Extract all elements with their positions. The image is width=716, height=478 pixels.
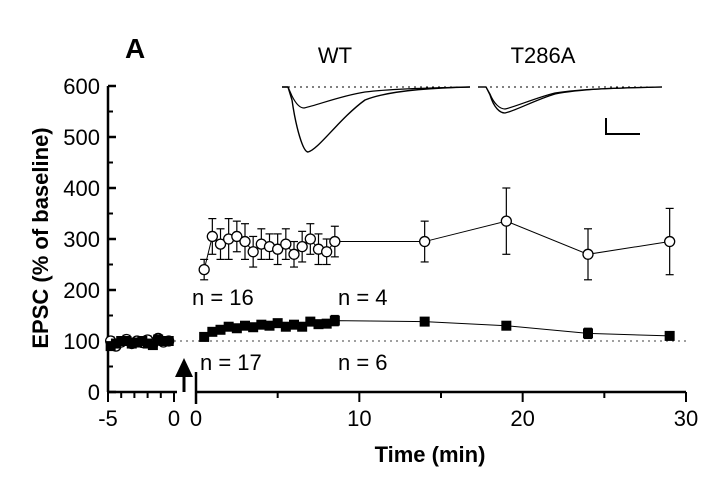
data-point-circle: [272, 243, 284, 255]
data-point-circle: [231, 230, 243, 243]
data-point-circle: [304, 233, 316, 245]
ticks: [107, 84, 687, 402]
data-point-square: [142, 338, 153, 349]
y-tick-label: 200: [63, 278, 100, 303]
data-point-square: [116, 336, 127, 346]
y-tick-label: 400: [63, 176, 100, 201]
inset-wt-trace-before: [282, 86, 471, 109]
data-point-square: [501, 320, 512, 331]
data-point-square: [121, 336, 132, 346]
x-tick-label: 20: [510, 406, 534, 431]
y-tick-label: 600: [63, 74, 100, 99]
axes: [106, 86, 686, 404]
data-point-square: [256, 319, 267, 330]
data-point-square: [207, 326, 218, 337]
data-point-square: [280, 321, 291, 332]
data-point-square: [248, 322, 259, 333]
scale-bar: [605, 118, 640, 135]
data-point-square: [126, 338, 137, 349]
series-filled-square: [105, 314, 675, 352]
x-tick-label: 0: [190, 406, 202, 431]
data-point-square: [272, 318, 283, 329]
data-point-square: [240, 320, 250, 331]
annotation-n-t286a-early: n = 17: [200, 350, 262, 375]
data-point-square: [321, 318, 332, 329]
data-point-square: [664, 330, 675, 341]
x-tick-label: 0: [168, 406, 180, 431]
data-point-square: [313, 319, 324, 330]
data-point-square: [110, 338, 121, 349]
data-point-square: [153, 334, 164, 345]
x-axis-label: Time (min): [375, 442, 486, 467]
data-point-circle: [500, 215, 512, 227]
data-point-square: [199, 331, 210, 342]
data-point-circle: [198, 263, 210, 276]
data-point-square: [231, 323, 242, 334]
data-point-square: [132, 337, 143, 348]
y-tick-label: 500: [63, 125, 100, 150]
plot-area: [104, 187, 676, 352]
data-point-circle: [419, 235, 431, 248]
data-point-square: [305, 316, 316, 327]
y-tick-label: 300: [63, 227, 100, 252]
data-point-square: [163, 336, 174, 346]
data-point-square: [297, 321, 308, 332]
annotation-n-t286a-late: n = 6: [338, 350, 388, 375]
data-point-square: [289, 319, 299, 330]
data-point-square: [583, 328, 593, 339]
data-point-circle: [206, 230, 218, 243]
inset-traces: [282, 86, 663, 153]
data-point-square: [105, 341, 116, 352]
stimulus-arrow: [175, 358, 193, 392]
y-axis-label: EPSC (% of baseline): [28, 127, 53, 348]
x-tick-label: 30: [674, 406, 698, 431]
x-tick-label: -5: [98, 406, 118, 431]
data-point-circle: [247, 246, 259, 258]
inset-label-wt: WT: [318, 43, 352, 68]
data-point-circle: [288, 248, 300, 260]
data-point-circle: [239, 235, 251, 248]
x-tick-label: 10: [347, 406, 371, 431]
inset-label-t286a: T286A: [511, 43, 576, 68]
inset-wt-trace-after: [282, 86, 471, 153]
data-point-circle: [329, 235, 341, 248]
data-point-square: [419, 316, 430, 327]
data-point-circle: [280, 238, 292, 250]
data-point-square: [264, 320, 275, 331]
y-tick-label: 0: [88, 380, 100, 405]
panel-label: A: [125, 33, 145, 64]
data-point-square: [158, 336, 169, 346]
y-tick-label: 100: [63, 329, 100, 354]
annotation-n-wt-early: n = 16: [192, 285, 254, 310]
data-point-circle: [214, 238, 227, 250]
data-point-square: [215, 324, 226, 335]
data-point-square: [147, 340, 158, 351]
data-point-square: [329, 315, 340, 326]
series-open-circle: [104, 187, 676, 352]
data-point-square: [137, 336, 148, 346]
data-point-circle: [321, 246, 333, 258]
data-point-square: [223, 321, 234, 332]
inset-t286a-trace-before: [478, 86, 663, 110]
annotation-n-wt-late: n = 4: [338, 285, 388, 310]
data-point-circle: [582, 248, 594, 260]
data-point-circle: [664, 235, 676, 248]
data-point-circle: [296, 240, 308, 253]
